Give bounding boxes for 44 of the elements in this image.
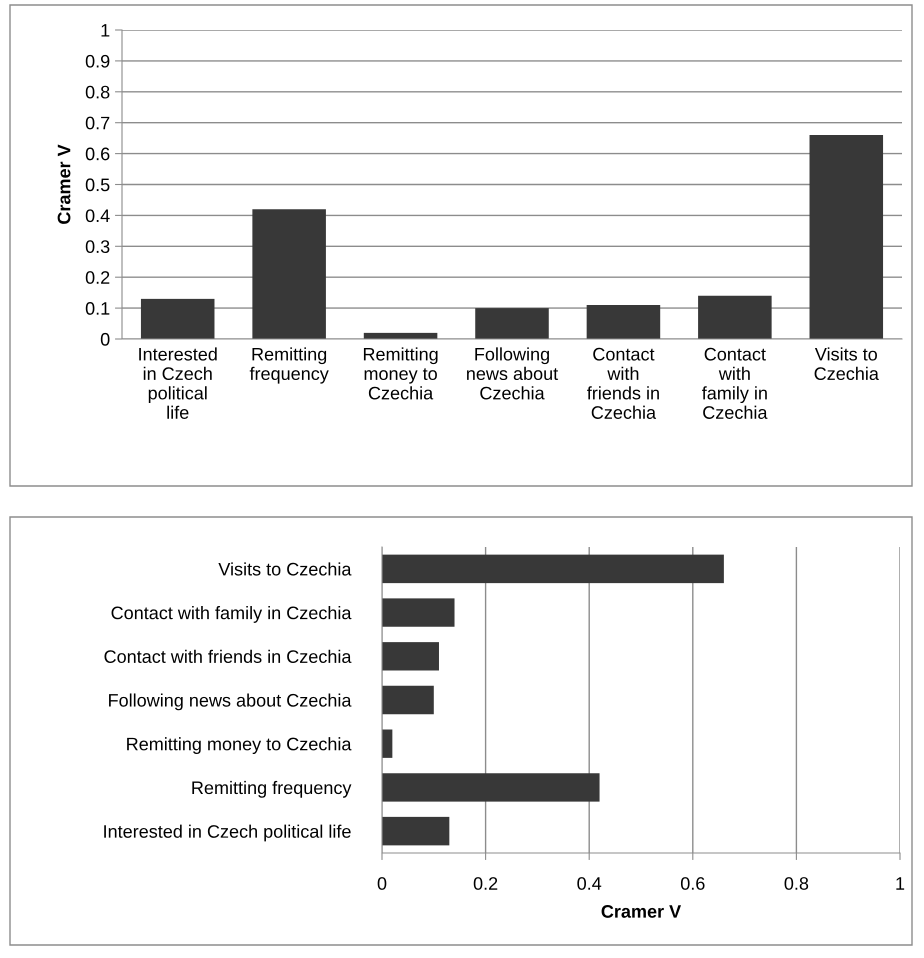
y-tick-label: 0 [100,332,110,346]
y-tick-label: 0.1 [86,302,110,315]
x-tick-label: Contact with friends in Czechia [587,348,659,419]
y-tick-label: 0.3 [86,240,110,254]
x-tick-label: Contact with family in Czechia [702,348,768,419]
x-tick-label: Following news about Czechia [467,347,558,400]
y-tick-label: Remitting money to Czechia [127,737,352,754]
x-tick-label: 1 [896,877,904,890]
x-tick-label: 0.6 [680,877,705,890]
y-tick-label: Interested in Czech political life [104,824,351,842]
y-tick-label: 0.2 [86,271,110,284]
y-tick-label: 0.9 [86,54,110,68]
bar [810,135,884,339]
y-tick-label: Remitting frequency [192,780,352,798]
y-tick-label: Visits to Czechia [218,562,352,576]
y-tick-label: 0.5 [86,178,110,192]
bar [382,598,455,627]
x-tick-label: 0 [378,877,386,890]
bar [382,816,450,846]
x-axis-title: Cramer V [602,905,682,918]
bar [586,305,660,339]
bar [382,730,392,758]
bar [140,298,214,339]
y-tick-label: 0.4 [86,209,110,222]
bar [698,296,772,339]
x-tick-label: Visits to Czechia [814,347,879,380]
x-tick-label: 0.8 [784,877,808,890]
x-tick-label: Remitting money to Czechia [364,347,438,400]
y-tick-label: 1 [102,24,110,37]
y-axis-title: Cramer V [58,144,70,224]
x-tick-label: 0.4 [577,877,602,890]
bar [475,308,549,339]
bar [382,686,434,714]
y-tick-label: 0.8 [86,86,110,99]
y-tick-label: Contact with family in Czechia [112,606,352,623]
bar [252,209,326,339]
bar [382,773,600,802]
y-tick-label: 0.6 [86,148,110,160]
bar [382,642,439,670]
y-tick-label: Contact with friends in Czechia [104,650,352,664]
y-tick-label: 0.7 [86,116,110,130]
bar [382,554,724,584]
y-tick-label: Following news about Czechia [109,693,352,710]
x-tick-label: 0.2 [474,877,498,890]
